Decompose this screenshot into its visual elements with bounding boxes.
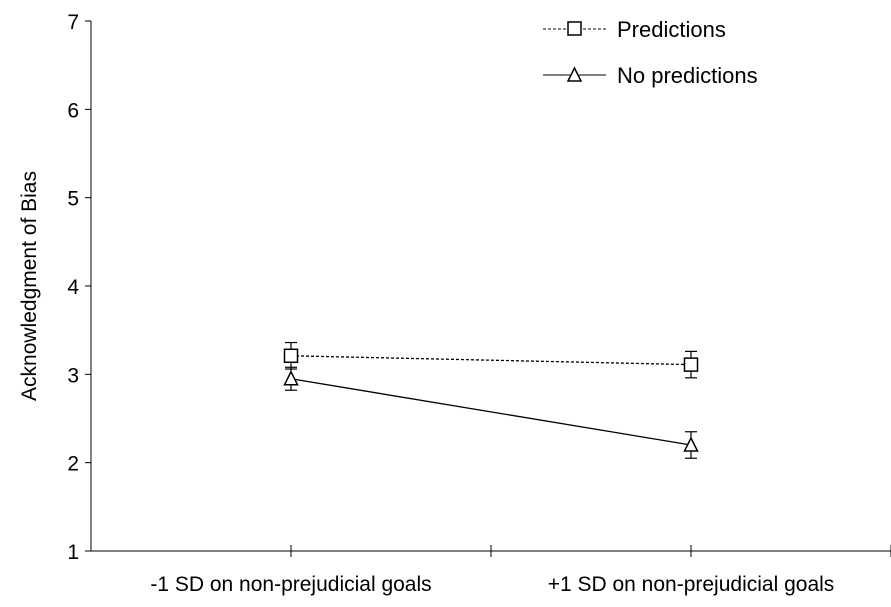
data-point bbox=[683, 436, 699, 452]
data-point bbox=[283, 348, 299, 364]
data-point bbox=[683, 357, 699, 372]
y-tick-label: 7 bbox=[67, 11, 79, 34]
legend-marker-predictions bbox=[567, 21, 582, 36]
series-predictions bbox=[283, 341, 699, 379]
series-line bbox=[290, 355, 692, 366]
legend-label-predictions: Predictions bbox=[617, 17, 726, 42]
y-tick-label: 2 bbox=[67, 453, 79, 476]
y-tick-label: 4 bbox=[67, 276, 79, 299]
series-line bbox=[290, 378, 692, 446]
data-point bbox=[283, 370, 299, 386]
y-ticks: 1 2 3 4 5 6 7 bbox=[67, 11, 91, 564]
y-tick-label: 3 bbox=[67, 364, 79, 387]
axes bbox=[90, 21, 891, 552]
y-tick-label: 5 bbox=[67, 188, 79, 211]
legend: Predictions No predictions bbox=[543, 17, 758, 88]
x-ticks: -1 SD on non-prejudicial goals +1 SD on n… bbox=[150, 545, 891, 596]
series-no-predictions bbox=[283, 366, 699, 459]
x-tick-label: -1 SD on non-prejudicial goals bbox=[150, 573, 431, 596]
legend-label-no-predictions: No predictions bbox=[617, 63, 758, 88]
legend-marker-no-predictions bbox=[566, 66, 583, 82]
y-tick-label: 1 bbox=[67, 541, 79, 564]
y-tick-label: 6 bbox=[67, 99, 79, 122]
series-layer bbox=[283, 341, 699, 459]
y-axis-label: Acknowledgment of Bias bbox=[18, 171, 41, 401]
x-tick-label: +1 SD on non-prejudicial goals bbox=[548, 573, 835, 596]
